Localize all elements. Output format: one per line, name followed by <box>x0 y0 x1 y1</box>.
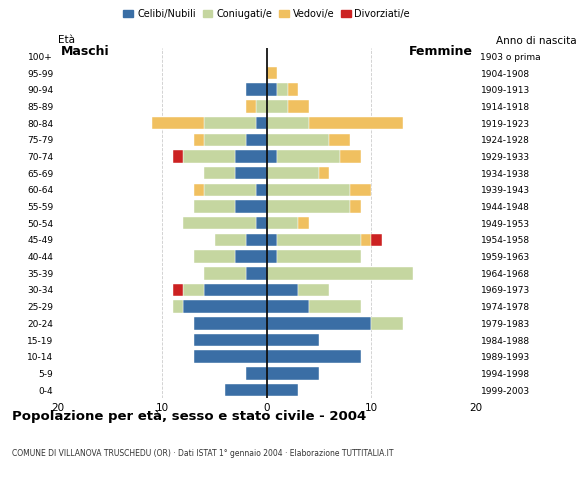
Bar <box>309 117 403 129</box>
Bar <box>204 267 246 279</box>
Bar <box>267 317 371 330</box>
Bar <box>256 100 267 113</box>
Bar <box>173 284 183 296</box>
Bar <box>371 234 382 246</box>
Bar <box>194 133 204 146</box>
Bar <box>194 250 235 263</box>
Bar <box>267 183 350 196</box>
Bar <box>277 234 361 246</box>
Bar <box>256 217 267 229</box>
Bar <box>194 350 267 363</box>
Text: Femmine: Femmine <box>408 45 473 58</box>
Bar <box>194 317 267 330</box>
Bar <box>246 133 267 146</box>
Text: COMUNE DI VILLANOVA TRUSCHEDU (OR) · Dati ISTAT 1° gennaio 2004 · Elaborazione T: COMUNE DI VILLANOVA TRUSCHEDU (OR) · Dat… <box>12 449 393 458</box>
Bar <box>183 300 267 313</box>
Bar <box>277 250 361 263</box>
Bar <box>329 133 350 146</box>
Bar <box>267 350 361 363</box>
Bar <box>246 234 267 246</box>
Bar <box>204 183 256 196</box>
Bar <box>225 384 267 396</box>
Bar <box>235 167 267 180</box>
Bar <box>183 284 204 296</box>
Bar <box>267 200 350 213</box>
Bar <box>194 200 235 213</box>
Bar <box>298 284 329 296</box>
Text: Anno di nascita: Anno di nascita <box>496 36 577 46</box>
Bar <box>267 250 277 263</box>
Bar <box>267 367 319 380</box>
Bar <box>204 167 235 180</box>
Bar <box>246 367 267 380</box>
Bar <box>204 117 256 129</box>
Bar <box>267 117 309 129</box>
Bar <box>267 284 298 296</box>
Bar <box>267 150 277 163</box>
Bar <box>267 100 288 113</box>
Text: Maschi: Maschi <box>61 45 110 58</box>
Bar <box>267 67 277 79</box>
Text: Età: Età <box>58 35 75 45</box>
Bar <box>361 234 371 246</box>
Bar <box>246 267 267 279</box>
Bar <box>371 317 403 330</box>
Bar <box>256 183 267 196</box>
Bar <box>267 217 298 229</box>
Bar <box>267 334 319 346</box>
Bar <box>246 100 256 113</box>
Bar <box>204 284 267 296</box>
Bar <box>194 183 204 196</box>
Bar <box>319 167 329 180</box>
Bar <box>267 167 319 180</box>
Bar <box>288 100 309 113</box>
Bar <box>267 384 298 396</box>
Bar <box>267 133 329 146</box>
Bar <box>277 150 340 163</box>
Bar <box>246 84 267 96</box>
Bar <box>267 234 277 246</box>
Bar <box>173 300 183 313</box>
Bar <box>267 267 413 279</box>
Text: Popolazione per età, sesso e stato civile - 2004: Popolazione per età, sesso e stato civil… <box>12 410 366 423</box>
Bar <box>288 84 298 96</box>
Bar <box>235 250 267 263</box>
Bar <box>256 117 267 129</box>
Bar <box>350 200 361 213</box>
Bar <box>298 217 309 229</box>
Bar <box>350 183 371 196</box>
Bar <box>204 133 246 146</box>
Bar <box>267 84 277 96</box>
Bar <box>183 150 235 163</box>
Bar <box>173 150 183 163</box>
Bar <box>152 117 204 129</box>
Bar <box>235 200 267 213</box>
Bar <box>194 334 267 346</box>
Bar <box>309 300 361 313</box>
Bar <box>267 300 309 313</box>
Legend: Celibi/Nubili, Coniugati/e, Vedovi/e, Divorziati/e: Celibi/Nubili, Coniugati/e, Vedovi/e, Di… <box>119 5 414 23</box>
Bar <box>183 217 256 229</box>
Bar <box>235 150 267 163</box>
Bar <box>215 234 246 246</box>
Bar <box>277 84 288 96</box>
Bar <box>340 150 361 163</box>
